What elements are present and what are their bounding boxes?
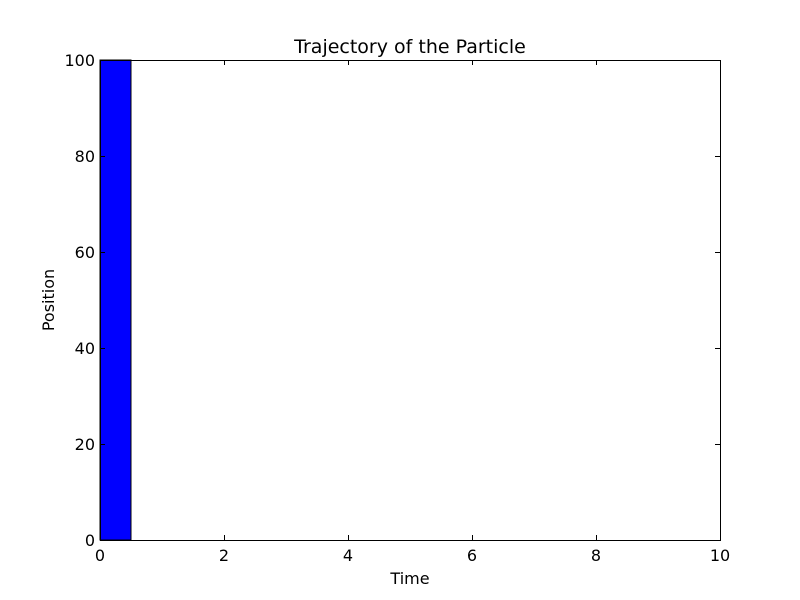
chart-title: Trajectory of the Particle	[293, 36, 526, 58]
y-tick-label-100: 100	[64, 51, 95, 70]
y-axis-label: Position	[39, 269, 58, 331]
x-tick-label-2: 2	[219, 546, 229, 565]
x-tick-label-4: 4	[343, 546, 353, 565]
x-axis: 0 2 4 6 8 10	[95, 60, 730, 565]
x-tick-label-0: 0	[95, 546, 105, 565]
y-tick-label-20: 20	[75, 435, 95, 454]
bars-layer	[99, 59, 132, 541]
plot-frame	[100, 60, 721, 541]
y-tick-label-40: 40	[75, 339, 95, 358]
x-axis-label: Time	[389, 569, 429, 588]
y-axis: 0 20 40 60 80 100	[64, 51, 720, 550]
y-tick-label-60: 60	[75, 243, 95, 262]
bar-0	[99, 59, 132, 541]
y-tick-label-80: 80	[75, 147, 95, 166]
x-tick-label-10: 10	[710, 546, 730, 565]
x-tick-label-8: 8	[591, 546, 601, 565]
x-tick-label-6: 6	[467, 546, 477, 565]
y-tick-label-0: 0	[85, 531, 95, 550]
